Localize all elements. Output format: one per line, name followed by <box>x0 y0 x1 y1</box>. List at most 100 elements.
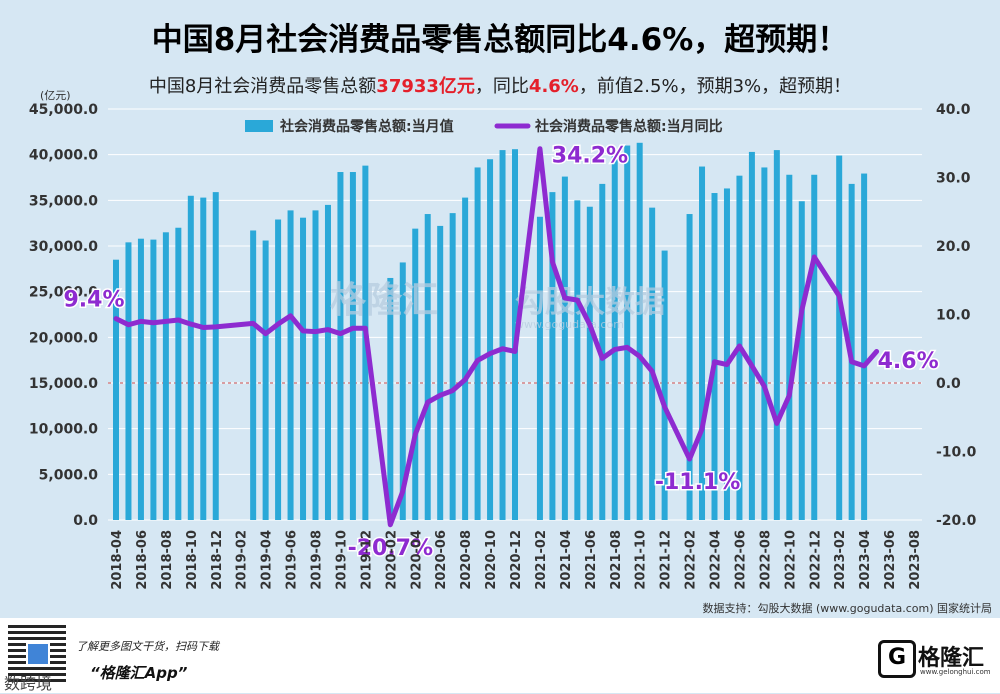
left-axis-unit: (亿元) <box>40 89 71 102</box>
x-tick-label: 2021-06 <box>584 530 599 590</box>
left-tick-label: 45,000.0 <box>29 102 98 118</box>
subtitle-prefix: 中国8月社会消费品零售总额 <box>148 76 377 97</box>
subtitle-highlight-rate: 4.6% <box>528 76 579 97</box>
qr-center-logo <box>26 642 50 666</box>
x-tick-label: 2022-10 <box>783 530 798 590</box>
data-annotation: 34.2% <box>552 144 628 169</box>
x-tick-label: 2019-02 <box>235 530 250 590</box>
subtitle-suffix: ，前值2.5%，预期3%，超预期！ <box>578 76 852 97</box>
brand-logo-name: 格隆汇 <box>918 646 985 671</box>
series-line <box>113 146 880 528</box>
bar <box>212 192 219 520</box>
bar <box>175 227 182 520</box>
x-tick-label: 2018-04 <box>110 530 125 590</box>
x-tick-label: 2019-04 <box>260 530 275 590</box>
bar <box>287 210 294 520</box>
bar <box>786 174 793 520</box>
subtitle: 中国8月社会消费品零售总额37933亿元，同比4.6%，前值2.5%，预期3%，… <box>0 72 1000 98</box>
bar <box>262 240 269 520</box>
bar <box>636 142 643 520</box>
x-tick-label: 2019-08 <box>310 530 325 590</box>
brand-logo: G 格隆汇 www.gelonghui.com <box>878 638 991 678</box>
bar <box>611 151 618 520</box>
x-tick-label: 2018-10 <box>185 530 200 590</box>
x-tick-label: 2022-04 <box>709 530 724 590</box>
x-tick-label: 2021-02 <box>534 530 549 590</box>
legend-label-bar: 社会消费品零售总额:当月值 <box>279 118 454 135</box>
x-tick-label: 2020-06 <box>434 530 449 590</box>
right-tick-label: 10.0 <box>936 308 971 324</box>
bar <box>424 214 431 521</box>
x-tick-label: 2022-08 <box>758 530 773 590</box>
right-tick-label: 0.0 <box>936 376 961 392</box>
bar <box>437 225 444 520</box>
bar <box>337 172 344 520</box>
left-tick-label: 20,000.0 <box>29 330 98 346</box>
footer-app-name: “格隆汇App” <box>90 664 188 682</box>
x-tick-label: 2020-10 <box>484 530 499 590</box>
bar <box>586 206 593 520</box>
bar <box>474 167 481 520</box>
bar <box>162 232 169 521</box>
subtitle-middle: ，同比 <box>474 76 529 97</box>
bar <box>836 155 843 520</box>
left-tick-label: 0.0 <box>73 513 98 529</box>
left-tick-label: 25,000.0 <box>29 285 98 301</box>
bar <box>275 219 282 520</box>
legend-label-line: 社会消费品零售总额:当月同比 <box>534 118 723 135</box>
bar <box>549 192 556 520</box>
subtitle-highlight-value: 37933亿元 <box>376 76 475 97</box>
page-title: 中国8月社会消费品零售总额同比4.6%，超预期！ <box>151 22 849 58</box>
x-tick-label: 2018-06 <box>135 530 150 590</box>
x-tick-label: 2023-08 <box>908 530 923 590</box>
x-tick-label: 2021-04 <box>559 530 574 590</box>
bar <box>487 159 494 520</box>
bar <box>761 167 768 520</box>
bar <box>449 213 456 520</box>
x-tick-label: 2023-06 <box>883 530 898 590</box>
right-tick-label: -10.0 <box>936 445 977 461</box>
bar <box>811 174 818 520</box>
left-tick-label: 30,000.0 <box>29 239 98 255</box>
bar <box>699 166 706 521</box>
bar <box>661 250 668 521</box>
watermark-secondary: 勾股大数据 <box>515 285 665 320</box>
bar <box>711 193 718 520</box>
data-annotation: 9.4% <box>63 288 124 313</box>
bar <box>200 197 207 521</box>
qr-code[interactable] <box>8 624 66 682</box>
x-tick-label: 2018-08 <box>160 530 175 590</box>
x-tick-label: 2020-04 <box>409 530 424 590</box>
x-tick-label: 2021-10 <box>634 530 649 590</box>
x-tick-label: 2020-02 <box>384 530 399 590</box>
bar <box>300 217 307 521</box>
footer-bar: 了解更多图文干货，扫码下载 “格隆汇App” 数跨境 G 格隆汇 www.gel… <box>0 618 1000 693</box>
x-tick-label: 2019-10 <box>334 530 349 590</box>
x-tick-label: 2023-02 <box>833 530 848 590</box>
bar <box>861 173 868 520</box>
left-tick-label: 40,000.0 <box>29 148 98 164</box>
footer-cta: 了解更多图文干货，扫码下载 <box>76 640 219 653</box>
source-note: 数据支持：勾股大数据 (www.gogudata.com) 国家统计局 <box>702 602 993 615</box>
bar <box>387 277 394 520</box>
watermark-brand: 格隆汇 <box>330 280 438 321</box>
x-tick-label: 2019-12 <box>359 530 374 590</box>
bar <box>125 242 132 520</box>
bar <box>250 230 257 520</box>
data-annotation: -20.7% <box>348 536 433 561</box>
watermark-url: www.gogudata.com <box>515 318 624 331</box>
left-tick-label: 10,000.0 <box>29 422 98 438</box>
x-tick-label: 2021-12 <box>659 530 674 590</box>
bar <box>536 216 543 521</box>
bar <box>462 197 469 521</box>
bar <box>798 201 805 520</box>
right-tick-label: 30.0 <box>936 171 971 187</box>
bar <box>412 228 419 520</box>
bar <box>324 204 331 520</box>
bar <box>312 210 319 520</box>
corner-watermark: 数跨境 <box>4 674 53 693</box>
x-tick-label: 2022-02 <box>684 530 699 590</box>
bar <box>773 150 780 520</box>
bar <box>649 207 656 520</box>
right-tick-label: 40.0 <box>936 102 971 118</box>
